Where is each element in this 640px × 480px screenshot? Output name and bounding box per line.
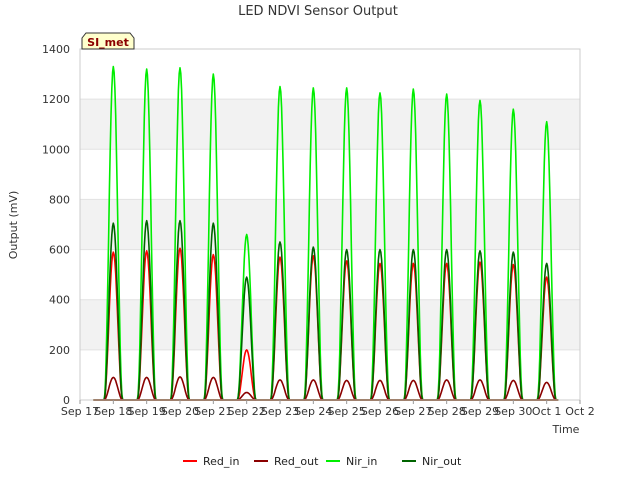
legend-label: Red_out [274,455,319,468]
legend-label: Nir_in [346,455,377,468]
legend: Red_in Red_out Nir_in Nir_out [183,455,462,468]
background-band [80,199,580,250]
x-tick-label: Sep 21 [194,405,232,418]
x-tick-label: Sep 23 [261,405,299,418]
series-line-nir-out [103,219,557,401]
x-tick-label: Sep 30 [494,405,532,418]
x-tick-label: Sep 27 [394,405,432,418]
series-line-red-in [103,247,557,401]
x-tick-label: Sep 19 [128,405,166,418]
y-axis-title: Output (mV) [7,191,20,260]
legend-label: Nir_out [422,455,462,468]
y-tick-label: 1200 [42,93,70,106]
gridlines [80,48,580,401]
plot-frame [79,48,581,401]
y-tick-label: 1400 [42,43,70,56]
background-band [80,99,580,150]
x-tick-label: Sep 28 [428,405,466,418]
y-tick-label: 600 [49,244,70,257]
x-tick-label: Sep 22 [228,405,266,418]
y-tick-label: 400 [49,294,70,307]
y-tick-label: 800 [49,193,70,206]
series-line-nir-in [103,65,557,401]
legend-label: Red_in [203,455,239,468]
site-label-box: SI_met [81,32,135,50]
x-axis-title: Time [552,423,580,436]
x-tick-label: Sep 29 [461,405,499,418]
x-tick-label: Sep 25 [328,405,366,418]
x-tick-label: Sep 18 [94,405,132,418]
x-tick-label: Sep 24 [294,405,332,418]
x-tick-label: Oct 2 [565,405,595,418]
x-tick-label: Oct 1 [532,405,562,418]
chart-title: LED NDVI Sensor Output [238,4,398,19]
background-band [80,299,580,350]
y-tick-label: 0 [63,394,70,407]
y-tick-label: 1000 [42,143,70,156]
y-tick-label: 200 [49,344,70,357]
x-tick-label: Sep 17 [61,405,99,418]
x-tick-label: Sep 20 [161,405,199,418]
series-line-red-out [103,376,557,401]
x-tick-label: Sep 26 [361,405,399,418]
y-tick-labels: 0 200 400 600 800 1000 1200 1400 [42,43,70,407]
site-label: SI_met [87,36,129,49]
plot-background-bands [80,99,580,350]
